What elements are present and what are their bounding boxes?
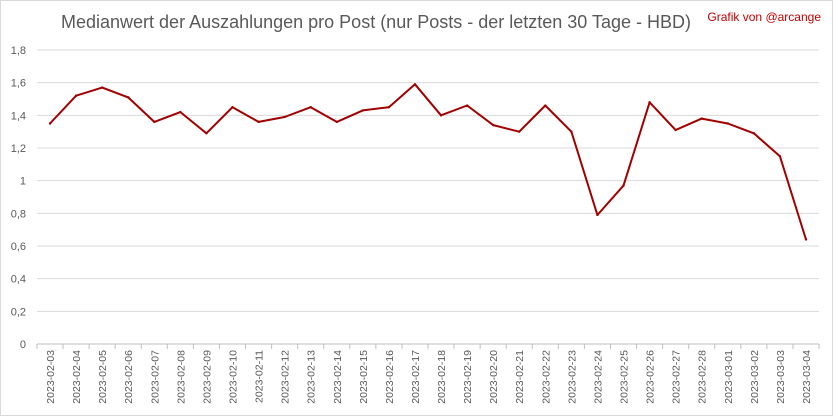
x-tick-label: 2023-02-18 — [436, 350, 448, 404]
y-axis-ticks: 0 0,2 0,4 0,6 0,8 1 1,2 1,4 1,6 1,8 — [11, 45, 26, 351]
data-point — [179, 110, 182, 114]
x-tick-label: 2023-02-06 — [123, 350, 135, 404]
x-tick-label: 2023-02-05 — [97, 350, 109, 404]
data-point — [491, 123, 495, 127]
data-point — [205, 132, 208, 135]
x-tick-label: 2023-02-19 — [462, 350, 474, 404]
x-tick-label: 2023-02-10 — [228, 350, 240, 404]
data-point — [752, 132, 756, 135]
data-point — [648, 101, 651, 104]
data-point — [778, 154, 782, 158]
x-tick-label: 2023-02-27 — [671, 350, 683, 404]
chart-title: Medianwert der Auszahlungen pro Post (nu… — [61, 12, 691, 32]
y-tick-label: 1,4 — [11, 110, 26, 122]
data-point — [283, 115, 286, 119]
x-tick-label: 2023-02-17 — [410, 350, 422, 404]
data-point — [622, 184, 625, 187]
data-point — [726, 122, 729, 125]
data-point — [544, 104, 547, 107]
y-tick-label: 0,4 — [11, 274, 26, 286]
data-point — [100, 86, 104, 89]
data-point — [439, 114, 443, 117]
y-tick-label: 1 — [20, 176, 26, 188]
x-tick-label: 2023-02-04 — [71, 350, 83, 404]
series-layer — [48, 83, 808, 241]
data-point — [153, 120, 156, 124]
x-tick-label: 2023-02-20 — [488, 350, 500, 404]
data-point — [700, 117, 703, 120]
data-point — [674, 128, 677, 132]
x-tick-label: 2023-02-24 — [592, 350, 604, 404]
data-point — [309, 105, 312, 109]
x-tick-label: 2023-02-11 — [254, 350, 266, 403]
y-tick-label: 1,6 — [11, 78, 26, 90]
y-tick-label: 0,8 — [11, 208, 26, 220]
y-tick-label: 0,2 — [11, 306, 26, 318]
data-point — [335, 120, 338, 124]
series-line — [49, 83, 807, 241]
x-tick-label: 2023-02-08 — [175, 350, 187, 404]
data-point — [518, 130, 521, 133]
grid-lines — [37, 49, 819, 345]
x-tick-label: 2023-02-09 — [201, 350, 213, 404]
y-tick-label: 1,8 — [11, 45, 26, 57]
x-tick-label: 2023-02-14 — [332, 350, 344, 404]
data-point — [127, 96, 130, 99]
chart-credit: Grafik von @arcange — [707, 10, 821, 24]
x-tick-label: 2023-02-15 — [358, 350, 370, 404]
x-tick-label: 2023-02-25 — [619, 350, 631, 404]
x-tick-label: 2023-02-23 — [566, 350, 578, 404]
x-tick-label: 2023-02-21 — [514, 350, 526, 404]
x-tick-label: 2023-03-01 — [723, 350, 735, 404]
data-point — [387, 105, 391, 109]
y-tick-label: 0,6 — [11, 241, 26, 253]
x-tick-label: 2023-03-04 — [801, 350, 813, 404]
x-tick-label: 2023-02-28 — [697, 350, 709, 404]
data-point — [74, 94, 78, 97]
data-point — [804, 238, 808, 241]
data-point — [465, 104, 469, 107]
data-point — [48, 122, 52, 125]
x-tick-label: 2023-03-02 — [749, 350, 761, 404]
data-point — [413, 83, 417, 86]
x-tick-label: 2023-02-22 — [540, 350, 552, 404]
y-tick-label: 0 — [20, 339, 26, 351]
x-axis-ticks: 2023-02-03 2023-02-04 2023-02-05 2023-02-06… — [36, 344, 820, 404]
x-tick-label: 2023-02-12 — [280, 350, 292, 404]
y-tick-label: 1,2 — [11, 143, 26, 155]
x-tick-label: 2023-02-03 — [45, 350, 57, 404]
data-point — [257, 120, 260, 124]
data-point — [570, 130, 573, 133]
x-tick-label: 2023-03-03 — [775, 350, 787, 404]
x-tick-label: 2023-02-26 — [645, 350, 657, 404]
x-tick-label: 2023-02-07 — [149, 350, 161, 404]
data-point — [361, 109, 365, 112]
x-tick-label: 2023-02-16 — [384, 350, 396, 404]
data-point — [596, 213, 599, 217]
x-tick-label: 2023-02-13 — [306, 350, 318, 404]
data-point — [231, 105, 234, 109]
